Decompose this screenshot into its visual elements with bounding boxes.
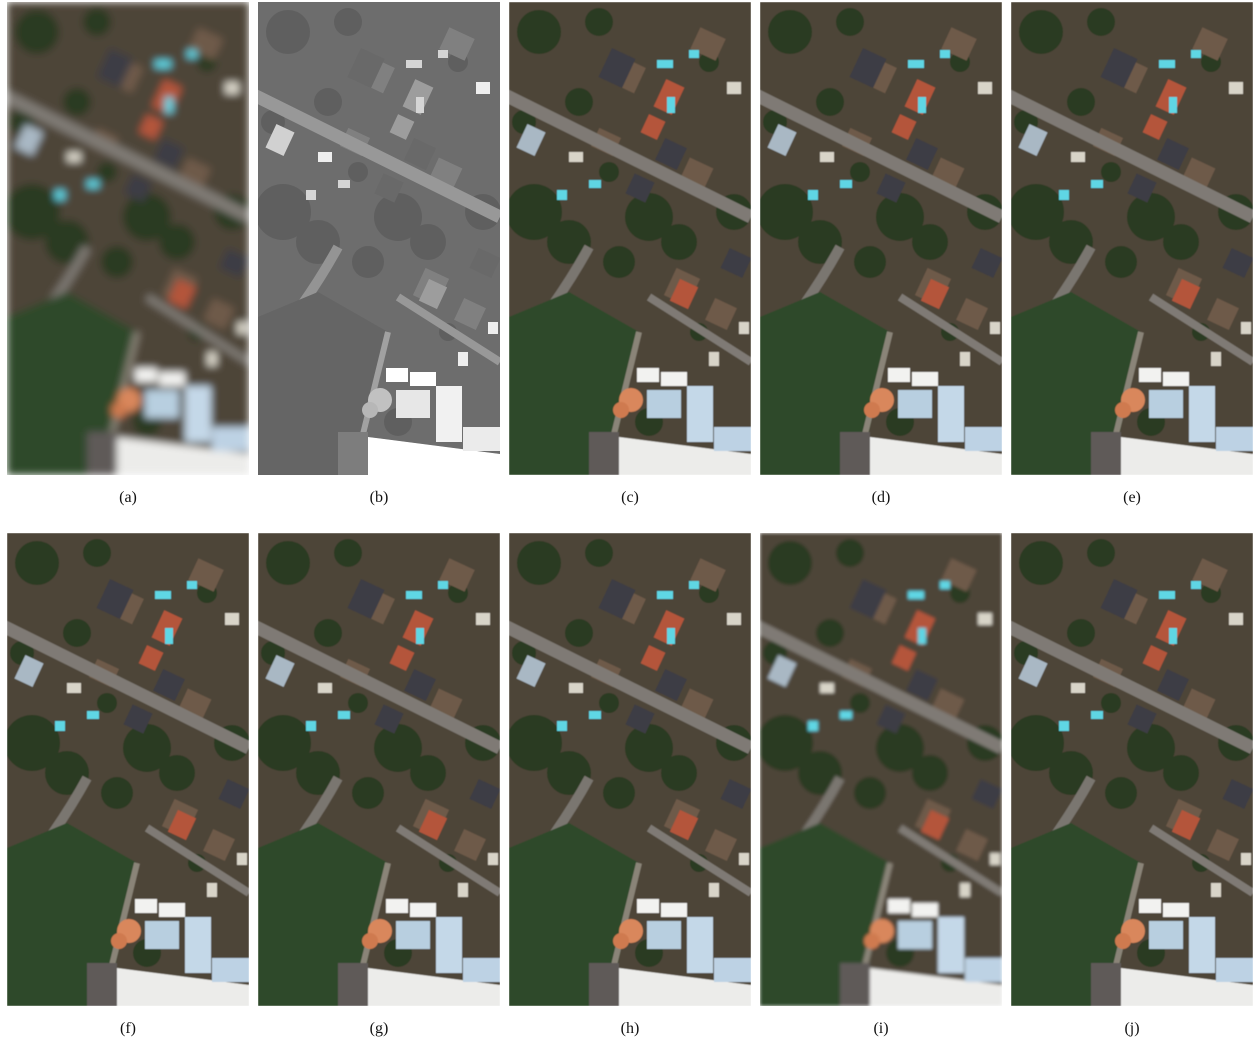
panel-label: (h) bbox=[621, 1020, 640, 1037]
panel-label: (f) bbox=[120, 1020, 136, 1037]
panel: (b) bbox=[248, 2, 501, 506]
panel: (j) bbox=[1001, 533, 1254, 1037]
panel-label: (d) bbox=[872, 489, 891, 506]
aerial-image bbox=[499, 2, 752, 475]
image-content bbox=[750, 2, 1003, 475]
image-content bbox=[0, 2, 250, 475]
aerial-image bbox=[750, 2, 1003, 475]
panel: (g) bbox=[248, 533, 501, 1037]
panel-label: (i) bbox=[873, 1020, 888, 1037]
aerial-image bbox=[499, 533, 752, 1006]
panel: (e) bbox=[1001, 2, 1254, 506]
panel-label: (c) bbox=[621, 489, 639, 506]
aerial-image bbox=[248, 2, 501, 475]
panel: (c) bbox=[499, 2, 752, 506]
image-content bbox=[499, 2, 752, 475]
aerial-image bbox=[0, 533, 250, 1006]
panel-label: (b) bbox=[370, 489, 389, 506]
panel-label: (j) bbox=[1124, 1020, 1139, 1037]
image-content bbox=[499, 533, 752, 1006]
image-content bbox=[0, 533, 250, 1006]
image-content bbox=[248, 2, 501, 475]
panel-label: (e) bbox=[1123, 489, 1141, 506]
aerial-image bbox=[1001, 533, 1254, 1006]
panel: (a) bbox=[0, 2, 250, 506]
image-content bbox=[248, 533, 501, 1006]
panel-label: (g) bbox=[370, 1020, 389, 1037]
image-content bbox=[750, 533, 1003, 1006]
panel: (d) bbox=[750, 2, 1003, 506]
aerial-image bbox=[1001, 2, 1254, 475]
aerial-image bbox=[248, 533, 501, 1006]
panel-label: (a) bbox=[119, 489, 137, 506]
panel: (i) bbox=[750, 533, 1003, 1037]
panel: (f) bbox=[0, 533, 250, 1037]
panel: (h) bbox=[499, 533, 752, 1037]
aerial-image bbox=[750, 533, 1003, 1006]
image-content bbox=[1001, 533, 1254, 1006]
image-content bbox=[1001, 2, 1254, 475]
aerial-image bbox=[0, 2, 250, 475]
